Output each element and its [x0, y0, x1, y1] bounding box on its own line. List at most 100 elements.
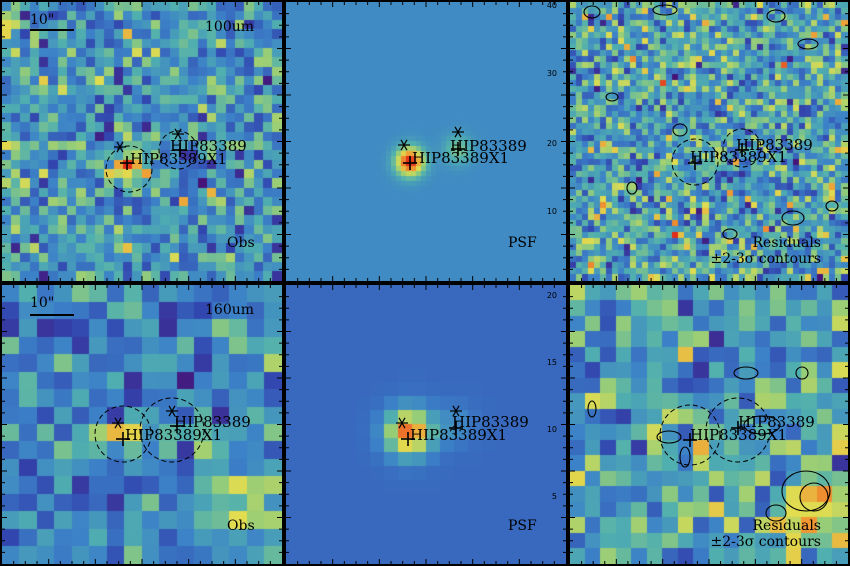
centroid-marker — [451, 142, 465, 156]
residual-contour — [679, 446, 691, 468]
residual-contour — [765, 504, 787, 522]
residuals-label: Residuals — [752, 235, 821, 251]
residual-contour — [795, 366, 809, 380]
star-marker — [166, 405, 178, 417]
residuals-contours-label: ±2-3σ contours — [710, 251, 821, 267]
source-name: HIP83389X1 — [690, 426, 787, 444]
band-label: 160um — [205, 302, 255, 318]
psf-image-100um — [286, 2, 566, 281]
source-aperture — [705, 397, 771, 463]
scalebar-label: 10" — [30, 295, 55, 311]
residual-panel-100um: HIP83389 HIP83389X1 Residuals ±2-3σ conto… — [568, 0, 850, 283]
source-aperture — [659, 404, 721, 466]
centroid-marker — [120, 156, 134, 170]
star-marker — [396, 417, 408, 429]
residual-contour — [656, 430, 682, 444]
residual-contour — [672, 123, 688, 137]
residual-contour — [626, 181, 638, 195]
source-name: HIP83389 — [174, 413, 251, 431]
centroid-marker — [449, 421, 463, 435]
psf-y-tick-label: 10 — [547, 425, 557, 434]
band-label: 100um — [205, 19, 255, 35]
psf-label: PSF — [508, 235, 537, 251]
star-marker — [450, 405, 462, 417]
star-marker — [112, 417, 124, 429]
source-aperture — [105, 145, 153, 193]
centroid-marker — [401, 432, 415, 446]
residual-contour — [722, 228, 738, 240]
psf-panel-100um: 40 30 20 10 HIP83389 HIP83389X1 PSF — [284, 0, 568, 283]
psf-y-tick-label: 20 — [547, 139, 557, 148]
residuals-contours-label: ±2-3σ contours — [710, 534, 821, 550]
obs-image-160um — [2, 285, 282, 564]
centroid-marker — [173, 143, 187, 157]
obs-image-100um — [2, 2, 282, 281]
residual-contour — [652, 4, 678, 16]
centroid-marker — [683, 433, 697, 447]
residual-contour — [605, 92, 619, 102]
centroid-marker — [688, 156, 702, 170]
star-marker — [398, 139, 410, 151]
residual-image-160um — [570, 285, 848, 564]
psf-panel-160um: 20 15 10 5 HIP83389 HIP83389X1 PSF — [284, 283, 568, 566]
obs-label: Obs — [227, 518, 255, 534]
obs-label: Obs — [227, 235, 255, 251]
source-aperture — [139, 397, 205, 463]
psf-y-tick-label: 5 — [552, 492, 557, 501]
source-name: HIP83389 — [170, 137, 247, 155]
residual-contour — [583, 5, 601, 19]
source-name: HIP83389 — [736, 136, 813, 154]
residuals-label: Residuals — [752, 518, 821, 534]
residual-contour — [825, 200, 839, 212]
centroid-marker — [735, 143, 749, 157]
psf-label: PSF — [508, 518, 537, 534]
obs-panel-160um: HIP83389 HIP83389X1 10" 160um Obs — [0, 283, 284, 566]
psf-y-tick-label: 40 — [547, 2, 557, 10]
residual-contour — [797, 38, 819, 50]
residual-contour — [766, 9, 786, 23]
source-name: HIP83389X1 — [410, 426, 507, 444]
psf-y-tick-label: 15 — [547, 358, 557, 367]
source-aperture — [671, 138, 719, 186]
residual-contour — [781, 210, 805, 226]
axis-ticks — [570, 285, 848, 564]
centroid-marker — [403, 156, 417, 170]
source-name: HIP83389 — [452, 413, 529, 431]
psf-y-tick-label: 20 — [547, 291, 557, 300]
source-name: HIP83389 — [738, 413, 815, 431]
source-name: HIP83389X1 — [125, 426, 222, 444]
source-name: HIP83389X1 — [130, 150, 227, 168]
star-marker — [452, 126, 464, 138]
scalebar-label: 10" — [30, 12, 55, 28]
star-marker — [114, 141, 126, 153]
residual-image-100um — [570, 2, 848, 281]
source-aperture — [94, 405, 152, 463]
axis-ticks — [570, 2, 848, 281]
psf-image-160um — [286, 285, 566, 564]
centroid-marker — [116, 432, 130, 446]
axis-ticks — [286, 2, 566, 281]
residual-contour — [799, 482, 829, 512]
source-name: HIP83389 — [450, 137, 527, 155]
source-aperture — [158, 130, 198, 170]
obs-panel-100um: HIP83389 HIP83389X1 10" 100um Obs — [0, 0, 284, 283]
centroid-marker — [731, 421, 745, 435]
psf-y-tick-label: 30 — [547, 69, 557, 78]
axis-ticks — [2, 2, 282, 281]
source-aperture — [722, 128, 762, 168]
source-name: HIP83389X1 — [690, 148, 787, 166]
axis-ticks — [286, 285, 566, 564]
residual-contour — [587, 400, 597, 418]
star-marker — [172, 128, 184, 140]
residual-contour — [733, 366, 759, 380]
residual-panel-160um: HIP83389 HIP83389X1 Residuals ±2-3σ conto… — [568, 283, 850, 566]
axis-ticks — [2, 285, 282, 564]
centroid-marker — [170, 419, 184, 433]
residual-contour — [743, 415, 781, 435]
